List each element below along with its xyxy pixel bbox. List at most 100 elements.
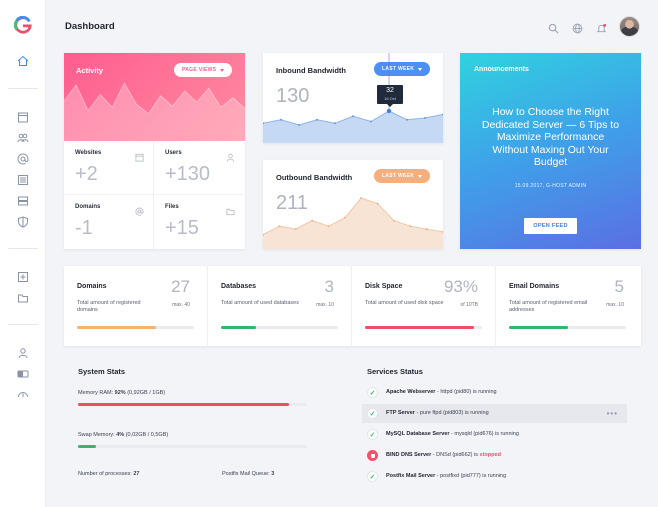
stat-max: max. 10: [606, 302, 624, 308]
folder-icon[interactable]: [15, 290, 31, 306]
service-row[interactable]: ✓ MySQL Database Server - mysqld (pid676…: [362, 425, 627, 444]
check-icon: ✓: [367, 408, 378, 419]
chart-point[interactable]: [298, 124, 300, 126]
check-icon: ✓: [367, 429, 378, 440]
user-icon[interactable]: [15, 345, 31, 361]
system-stats-title: System Stats: [78, 367, 126, 376]
outbound-value: 211: [276, 192, 308, 214]
outbound-range-dropdown[interactable]: LAST WEEK: [374, 169, 431, 183]
toggle-icon[interactable]: [15, 366, 31, 382]
chart-point[interactable]: [280, 118, 282, 121]
chart-point[interactable]: [294, 228, 297, 231]
chart-point[interactable]: [425, 228, 428, 231]
user-avatar[interactable]: [619, 16, 640, 37]
service-text: FTP Server - pure ftpd (pid803) is runni…: [386, 410, 489, 416]
chevron-down-icon: [220, 68, 225, 72]
chart-point[interactable]: [392, 219, 395, 222]
stat-value: 27: [171, 277, 190, 296]
stat-domains[interactable]: Domains 27 Total amount of registered do…: [64, 266, 208, 346]
stat-databases[interactable]: Databases 3 Total amount of used databas…: [208, 266, 352, 346]
activity-card: Activity PAGE VIEWS Websites +2 Users +1…: [64, 53, 245, 249]
search-icon[interactable]: [548, 21, 559, 34]
service-row[interactable]: ✓ FTP Server - pure ftpd (pid803) is run…: [362, 404, 627, 423]
add-box-icon[interactable]: [15, 269, 31, 285]
stats-row: Domains 27 Total amount of registered do…: [64, 266, 641, 346]
globe-icon[interactable]: [572, 21, 583, 34]
stat-progress: [221, 326, 338, 329]
memory-label: Memory RAM: 92% (0,92GB / 1GB): [78, 390, 166, 396]
home-icon[interactable]: [15, 53, 31, 69]
bell-icon[interactable]: [596, 21, 607, 33]
stat-label: Email Domains: [509, 283, 560, 290]
shield-icon[interactable]: [15, 214, 31, 230]
chart-point[interactable]: [263, 233, 264, 236]
folder-icon: [226, 203, 235, 216]
service-row[interactable]: ✓ Apache Webserver - httpd (pid80) is ru…: [362, 383, 627, 402]
chart-line: [64, 81, 245, 115]
tile-label: Files: [165, 204, 179, 210]
chart-point[interactable]: [311, 219, 314, 222]
stat-description: Total amount of used disk space: [365, 300, 444, 306]
activity-area-chart: [64, 81, 245, 141]
tile-value: -1: [75, 217, 93, 239]
inbound-range-dropdown[interactable]: LAST WEEK: [374, 62, 431, 76]
chart-point[interactable]: [334, 122, 336, 125]
chart-point[interactable]: [442, 230, 443, 233]
chart-point[interactable]: [424, 117, 426, 119]
service-row[interactable]: ✓ Postfix Mail Server - postfixd (pid777…: [362, 467, 627, 486]
check-icon: ✓: [367, 387, 378, 398]
chart-point[interactable]: [406, 118, 408, 121]
list-icon[interactable]: [15, 172, 31, 188]
tile-users[interactable]: Users +130: [154, 141, 244, 195]
service-text: MySQL Database Server - mysqld (pid676) …: [386, 431, 519, 437]
chart-point[interactable]: [442, 113, 443, 116]
open-feed-button[interactable]: OPEN FEED: [524, 218, 577, 234]
chevron-down-icon: [418, 67, 423, 71]
chart-line: [263, 197, 443, 236]
outbound-area-chart: [263, 197, 443, 249]
page-title: Dashboard: [65, 21, 115, 32]
chart-point[interactable]: [343, 216, 346, 219]
bottom-section: System Stats Memory RAM: 92% (0,92GB / 1…: [64, 352, 641, 492]
server-icon[interactable]: [15, 193, 31, 209]
stat-email-domains[interactable]: Email Domains 5 Total amount of register…: [496, 266, 641, 346]
tile-domains[interactable]: Domains -1: [64, 195, 154, 249]
page-views-dropdown[interactable]: PAGE VIEWS: [174, 63, 233, 77]
more-options-icon[interactable]: •••: [606, 409, 618, 418]
stat-progress-fill: [77, 326, 156, 329]
stat-progress-fill: [365, 326, 474, 329]
memory-progress: [78, 403, 307, 406]
chart-tooltip: 32 16 Oct: [377, 85, 403, 107]
at-icon[interactable]: [15, 151, 31, 167]
tooltip-value: 32: [386, 87, 394, 94]
chart-point[interactable]: [370, 120, 372, 123]
inbound-value: 130: [276, 85, 310, 107]
service-row[interactable]: BIND DNS Server - DNSd (pid662) is stopp…: [362, 446, 627, 465]
stat-progress: [509, 326, 626, 329]
mail-queue-count: Postfix Mail Queue: 3: [222, 471, 275, 477]
check-icon: ✓: [367, 471, 378, 482]
chart-point[interactable]: [263, 122, 264, 125]
tile-value: +2: [75, 163, 98, 185]
chart-point[interactable]: [376, 202, 379, 205]
chart-point[interactable]: [352, 115, 354, 118]
g-logo-icon[interactable]: [14, 16, 32, 34]
users-icon[interactable]: [15, 130, 31, 146]
announcements-title: Announcements: [474, 66, 529, 73]
chart-point[interactable]: [386, 108, 392, 114]
tile-websites[interactable]: Websites +2: [64, 141, 154, 195]
chart-point[interactable]: [360, 197, 363, 199]
stat-disk-space[interactable]: Disk Space 93% Total amount of used disk…: [352, 266, 496, 346]
gauge-icon[interactable]: [15, 387, 31, 403]
inbound-area-chart: [263, 53, 443, 143]
chart-point[interactable]: [327, 225, 330, 228]
chart-point[interactable]: [316, 118, 318, 121]
tile-files[interactable]: Files +15: [154, 195, 244, 249]
announcement-headline[interactable]: How to Choose the Right Dedicated Server…: [481, 106, 620, 168]
stop-icon: [367, 450, 378, 461]
tile-label: Websites: [75, 150, 102, 156]
calendar-icon[interactable]: [15, 109, 31, 125]
chart-point[interactable]: [409, 225, 412, 228]
chart-point[interactable]: [278, 225, 281, 228]
swap-label: Swap Memory: 4% (0,02GB / 0,5GB): [78, 432, 169, 438]
